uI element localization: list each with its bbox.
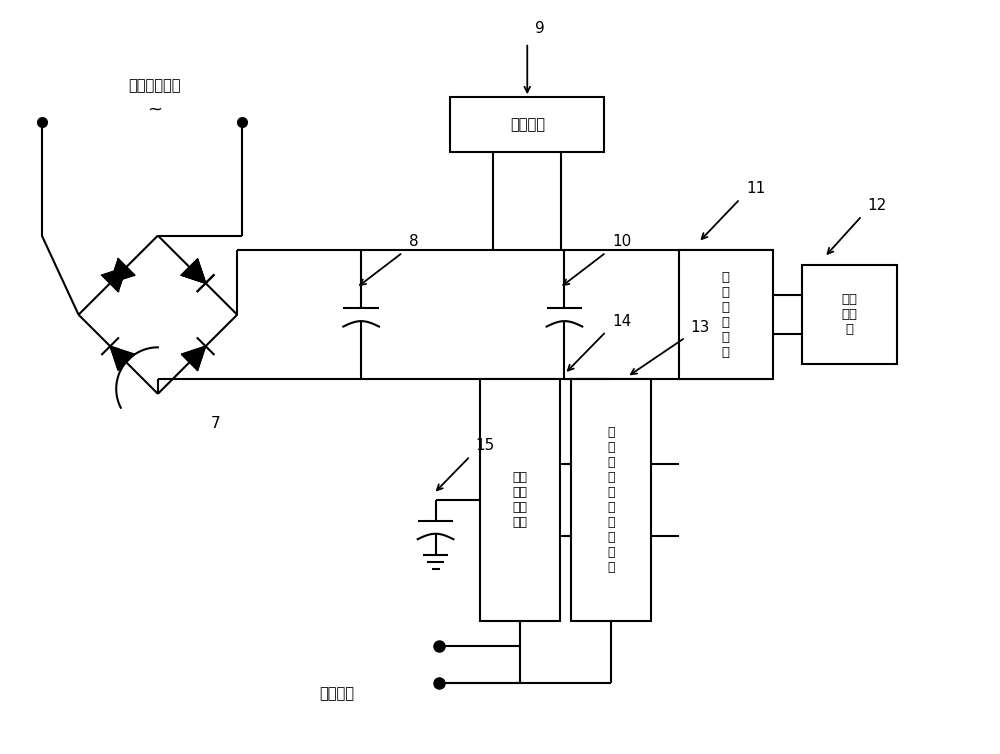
Bar	[450, 97, 604, 152]
Text: 动力电缆: 动力电缆	[319, 686, 354, 701]
Text: 7: 7	[210, 416, 220, 431]
Text: 第
一
电
力
载
波
通
信
模
块: 第 一 电 力 载 波 通 信 模 块	[607, 426, 615, 574]
Bar	[679, 250, 773, 379]
Text: 10: 10	[612, 234, 631, 250]
Bar	[480, 379, 560, 621]
Text: 14: 14	[612, 314, 631, 329]
Text: 9: 9	[535, 21, 545, 36]
Polygon shape	[110, 346, 134, 370]
Bar	[802, 265, 897, 364]
Text: 井
下
控
制
单
元: 井 下 控 制 单 元	[722, 271, 730, 359]
Text: ~: ~	[147, 101, 162, 119]
Polygon shape	[102, 267, 126, 291]
Text: 压力
传感
器: 压力 传感 器	[842, 293, 858, 336]
Polygon shape	[110, 259, 134, 284]
Polygon shape	[181, 259, 206, 284]
Polygon shape	[181, 346, 206, 370]
Text: 功率
放大
发送
电路: 功率 放大 发送 电路	[512, 471, 527, 529]
Text: 12: 12	[867, 198, 886, 213]
Polygon shape	[181, 259, 206, 284]
Text: 15: 15	[475, 438, 494, 453]
Text: 稳压芯片: 稳压芯片	[510, 117, 545, 132]
Bar	[571, 379, 651, 621]
Text: 11: 11	[746, 181, 765, 196]
Text: 8: 8	[409, 234, 418, 250]
Text: 13: 13	[690, 320, 710, 335]
Text: 独立绕组电源: 独立绕组电源	[129, 78, 181, 93]
